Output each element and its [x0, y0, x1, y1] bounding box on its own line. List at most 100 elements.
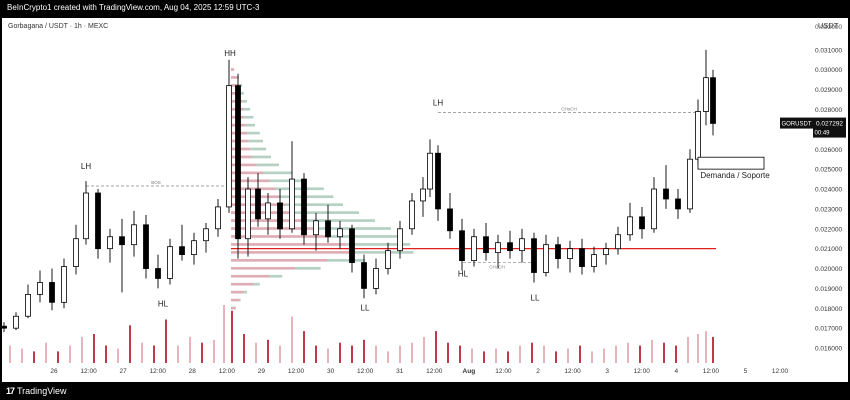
- bar-countdown: 00:49: [814, 131, 830, 137]
- candle-body: [639, 216, 645, 230]
- volume-bar: [495, 348, 497, 363]
- y-tick-label: 0.023000: [815, 206, 842, 213]
- volume-bar: [639, 345, 641, 363]
- volume-bar: [279, 345, 281, 363]
- candle-body: [245, 188, 251, 240]
- volume-profile-bar: [263, 171, 292, 175]
- volume-bar: [351, 345, 353, 363]
- candle-body: [397, 228, 403, 252]
- y-tick-label: 0.029000: [815, 87, 842, 94]
- x-tick-label: 12:00: [357, 368, 374, 375]
- swing-label: LL: [361, 303, 370, 312]
- volume-profile-bar: [269, 274, 283, 278]
- structure-label: CHoCH: [489, 265, 505, 270]
- structure-label: CHoCH: [561, 106, 577, 111]
- volume-profile-bar: [231, 68, 235, 71]
- candle-body: [337, 228, 343, 238]
- volume-bar: [117, 348, 119, 363]
- volume-bar: [291, 316, 293, 363]
- candle-body: [313, 220, 319, 236]
- swing-label: LH: [81, 162, 91, 171]
- volume-profile-bar: [231, 211, 295, 214]
- volume-bar: [705, 331, 707, 363]
- candle-body: [119, 236, 125, 246]
- y-tick-label: 0.028000: [815, 107, 842, 114]
- candle-body: [507, 242, 513, 252]
- x-tick-label: 12:00: [80, 368, 97, 375]
- candle-body: [567, 248, 573, 259]
- price-ticker-box: [780, 117, 813, 129]
- volume-profile-bar: [295, 266, 321, 270]
- candle-body: [710, 77, 716, 124]
- candle-body: [277, 202, 283, 230]
- volume-bar: [651, 339, 653, 363]
- volume-bar: [387, 351, 389, 363]
- volume-bar: [189, 336, 191, 363]
- candle-body: [579, 248, 585, 267]
- volume-profile-bar: [243, 290, 247, 294]
- price-chart[interactable]: Gorbagana / USDT · 1h · MEXC USDT0.032000…: [2, 18, 848, 382]
- x-tick-label: 12:00: [219, 368, 236, 375]
- x-tick-label: 5: [744, 368, 748, 375]
- volume-profile-bar: [231, 195, 279, 199]
- y-tick-label: 0.025000: [815, 167, 842, 174]
- x-tick-label: 26: [50, 368, 58, 375]
- volume-profile-bar: [253, 282, 260, 286]
- candle-body: [531, 238, 537, 273]
- x-tick-label: Aug: [463, 368, 476, 375]
- volume-profile-bar: [243, 107, 251, 111]
- price-ticker-label: GORUSDT: [782, 122, 812, 128]
- candle-body: [543, 244, 549, 273]
- volume-profile-bar: [231, 266, 295, 270]
- y-tick-label: 0.024000: [815, 187, 842, 194]
- volume-bar: [543, 345, 545, 363]
- y-tick-label: 0.018000: [815, 306, 842, 313]
- y-tick-label: 0.022000: [815, 226, 842, 233]
- volume-bar: [697, 334, 699, 363]
- volume-profile-bar: [231, 251, 356, 254]
- demand-zone-label: Demanda / Soporte: [700, 171, 770, 180]
- volume-bar: [579, 345, 581, 363]
- swing-label: LL: [531, 293, 540, 302]
- candle-body: [61, 266, 67, 303]
- x-tick-label: 12:00: [288, 368, 305, 375]
- candle-body: [179, 246, 185, 256]
- volume-bar: [339, 342, 341, 363]
- swing-label: HH: [224, 49, 236, 58]
- volume-bar: [141, 342, 143, 363]
- symbol-title: Gorbagana / USDT · 1h · MEXC: [8, 23, 108, 30]
- currency-label: USDT: [818, 21, 839, 30]
- tradingview-logo[interactable]: 17 TradingView: [6, 386, 67, 396]
- volume-profile-bar: [247, 131, 260, 135]
- y-tick-label: 0.032000: [815, 24, 842, 31]
- x-tick-label: 12:00: [634, 368, 651, 375]
- candle-body: [301, 178, 307, 236]
- volume-profile-bar: [231, 227, 315, 230]
- x-tick-label: 3: [605, 368, 609, 375]
- volume-bar: [9, 345, 11, 363]
- candle-body: [555, 244, 561, 259]
- volume-profile-bar: [231, 179, 270, 183]
- volume-bar: [712, 336, 714, 363]
- swing-label: LH: [433, 99, 443, 108]
- volume-profile-bar: [269, 179, 305, 183]
- volume-bar: [165, 319, 167, 363]
- volume-profile-bar: [231, 298, 239, 302]
- volume-profile-bar: [231, 290, 244, 294]
- volume-profile-bar: [231, 187, 276, 191]
- last-price-value: 0.027292: [816, 121, 843, 128]
- volume-bar: [21, 348, 23, 363]
- candle-body: [143, 224, 149, 269]
- volume-profile-bar: [231, 76, 238, 79]
- candle-body: [83, 192, 89, 240]
- volume-profile-bar: [330, 235, 401, 238]
- created-caption: BeInCrypto1 created with TradingView.com…: [7, 3, 260, 12]
- chart-panel[interactable]: Gorbagana / USDT · 1h · MEXC USDT 0.032000…: [2, 18, 848, 382]
- volume-profile-bar: [242, 99, 247, 103]
- candle-body: [191, 240, 197, 256]
- candle-body: [695, 111, 701, 160]
- volume-bar: [69, 345, 71, 363]
- candle-body: [155, 268, 161, 279]
- volume-profile-bar: [275, 187, 324, 191]
- candle-body: [255, 188, 261, 220]
